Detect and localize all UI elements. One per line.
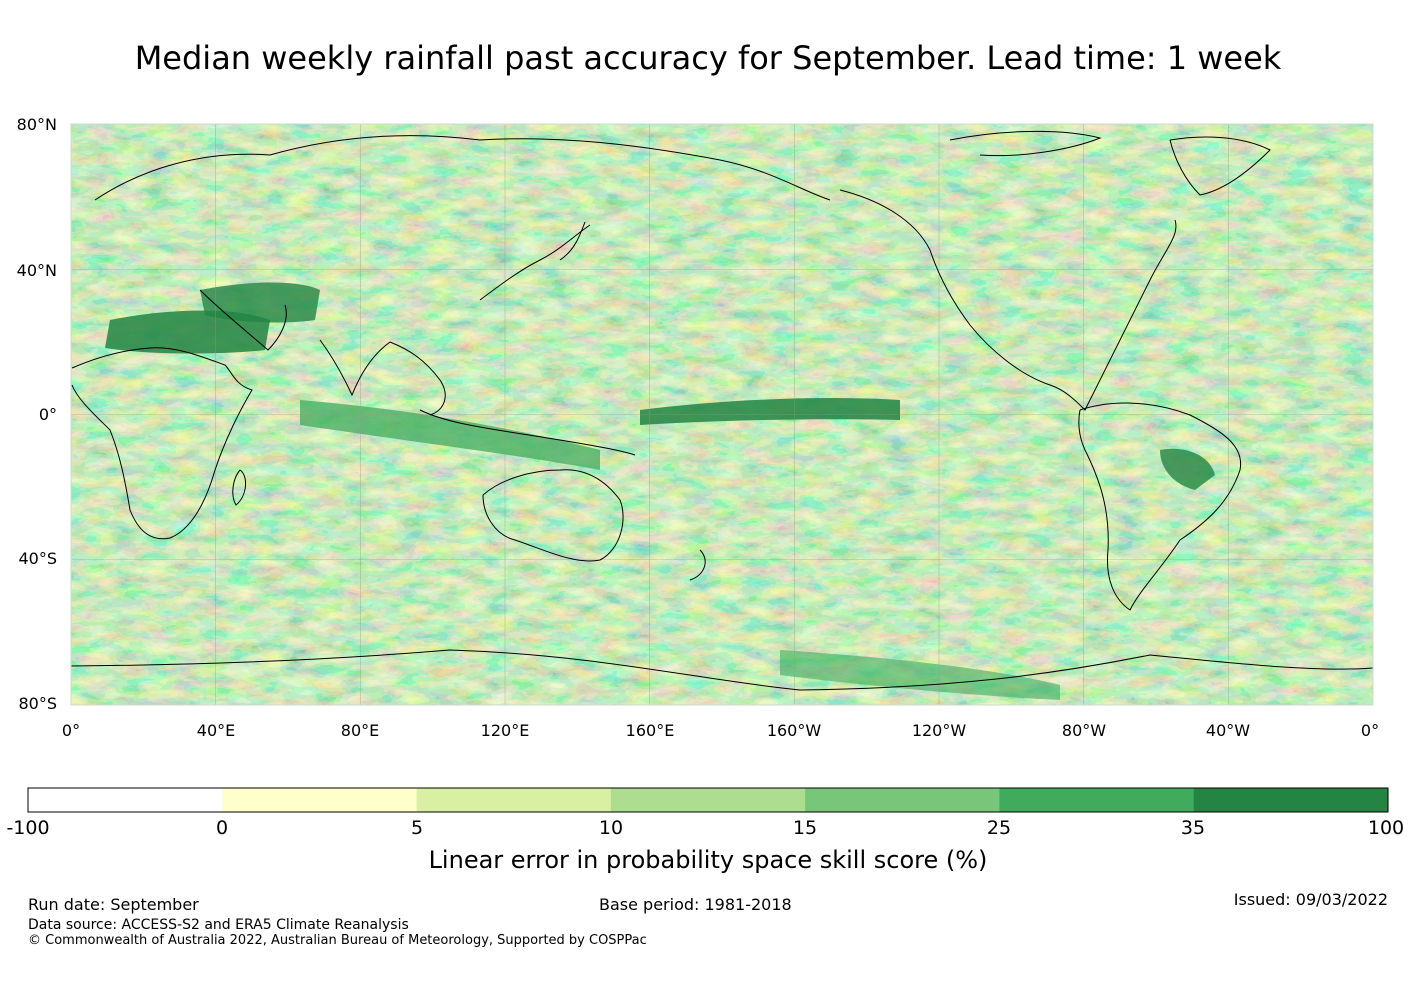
- lat-label: 0°: [39, 405, 57, 424]
- colorbar-tick: 10: [599, 817, 623, 838]
- coast-south-america: [1078, 402, 1242, 611]
- colorbar-tick: 25: [987, 817, 1011, 838]
- longitude-labels: 0° 40°E 80°E 120°E 160°E 160°W 120°W 80°…: [62, 721, 1379, 740]
- coast-australia: [482, 469, 624, 562]
- coast-japan: [559, 221, 586, 261]
- coast-africa: [71, 347, 253, 540]
- lon-label: 40°W: [1206, 721, 1250, 740]
- lon-label: 120°W: [912, 721, 967, 740]
- base-period: Base period: 1981-2018: [599, 895, 792, 914]
- colorbar: -100 0 5 10 15 25 35 100: [6, 787, 1404, 838]
- copyright: © Commonwealth of Australia 2022, Austra…: [28, 933, 647, 948]
- colorbar-ticks: -100 0 5 10 15 25 35 100: [6, 817, 1404, 838]
- lat-label: 40°S: [18, 549, 57, 568]
- colorbar-swatch: [805, 788, 1000, 812]
- skill-score-map: 80°N 40°N 0° 40°S 80°S 0° 40°E 80°E 120°…: [17, 115, 1379, 740]
- coast-arabia: [199, 289, 287, 351]
- latitude-labels: 80°N 40°N 0° 40°S 80°S: [17, 115, 57, 713]
- issued-date: Issued: 09/03/2022: [1233, 890, 1388, 909]
- colorbar-swatch: [416, 788, 612, 812]
- coast-indonesia: [419, 409, 636, 456]
- data-source: Data source: ACCESS-S2 and ERA5 Climate …: [28, 917, 409, 933]
- colorbar-tick: 100: [1368, 817, 1404, 838]
- colorbar-swatch: [28, 788, 223, 812]
- lon-label: 160°E: [626, 721, 675, 740]
- map-title: Median weekly rainfall past accuracy for…: [134, 39, 1282, 77]
- lon-label: 0°: [1361, 721, 1379, 740]
- coast-china-east: [479, 224, 591, 301]
- colorbar-swatch: [610, 788, 806, 812]
- colorbar-swatch: [222, 788, 418, 812]
- coast-se-asia: [389, 341, 446, 416]
- colorbar-tick: 5: [411, 817, 423, 838]
- colorbar-frame: [27, 787, 1389, 813]
- lat-label: 80°S: [18, 694, 57, 713]
- colorbar-tick: -100: [6, 817, 49, 838]
- lon-label: 0°: [62, 721, 80, 740]
- coastlines: [70, 130, 1374, 691]
- colorbar-label: Linear error in probability space skill …: [428, 846, 988, 874]
- coast-india: [319, 339, 391, 397]
- lon-label: 160°W: [767, 721, 822, 740]
- coast-eurasia-north: [94, 135, 831, 201]
- colorbar-tick: 0: [216, 817, 228, 838]
- lon-label: 80°E: [341, 721, 379, 740]
- coast-madagascar: [232, 469, 246, 506]
- coast-new-zealand: [689, 549, 706, 581]
- colorbar-swatch: [1193, 788, 1389, 812]
- lon-label: 40°E: [197, 721, 235, 740]
- lon-label: 120°E: [481, 721, 530, 740]
- coast-north-america: [839, 189, 1177, 411]
- map-frame: [70, 123, 1374, 706]
- lat-label: 40°N: [17, 261, 57, 280]
- colorbar-swatch: [999, 788, 1195, 812]
- lon-label: 80°W: [1062, 721, 1106, 740]
- colorbar-tick: 35: [1181, 817, 1205, 838]
- coast-antarctica: [70, 649, 1374, 691]
- colorbar-tick: 15: [793, 817, 817, 838]
- run-date: Run date: September: [28, 895, 199, 914]
- lat-label: 80°N: [17, 115, 57, 134]
- coast-greenland: [1169, 136, 1271, 196]
- coast-arctic-islands: [949, 130, 1102, 157]
- colorbar-swatches: [28, 788, 1389, 812]
